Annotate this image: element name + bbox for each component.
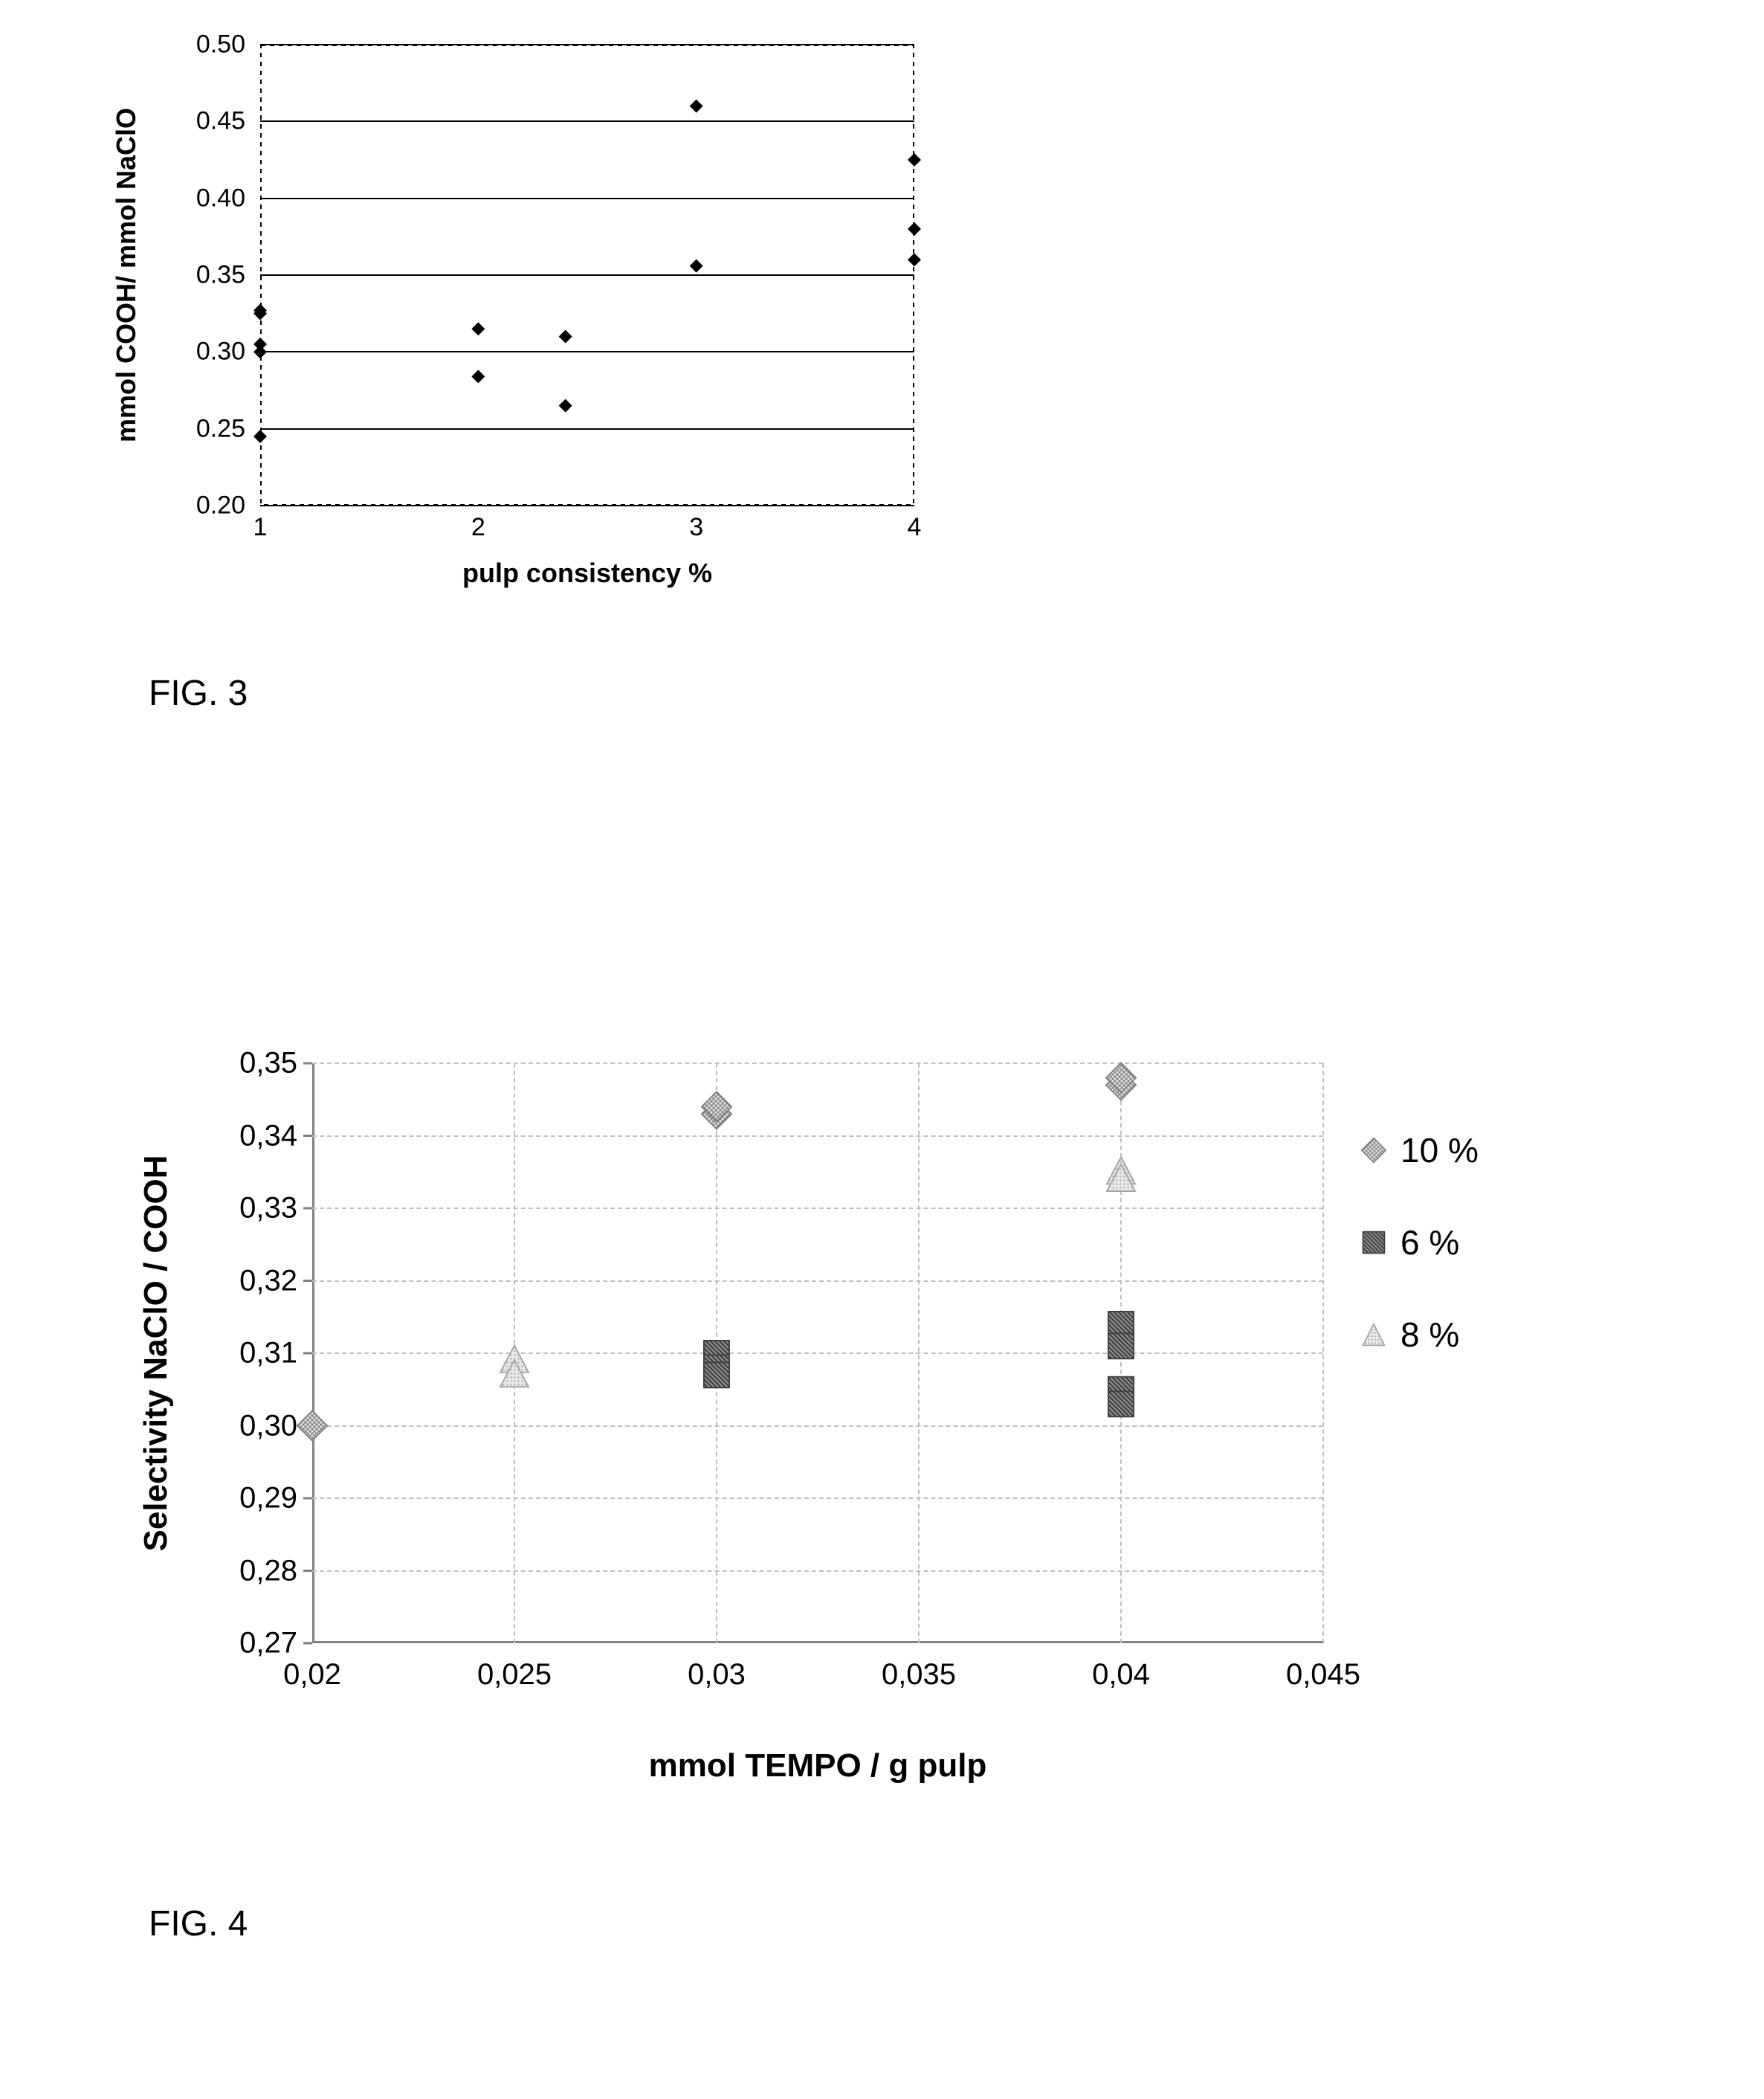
- chart1-point: [471, 370, 485, 383]
- legend-item-8pct: 8 %: [1360, 1315, 1479, 1355]
- chart2-xtick: 0,035: [882, 1658, 956, 1692]
- chart1-point: [559, 399, 572, 413]
- chart1-ytick: 0.50: [164, 30, 245, 59]
- legend-swatch-triangle: [1360, 1321, 1387, 1348]
- chart1-point: [908, 253, 921, 266]
- chart1-point: [559, 330, 572, 344]
- page: mmol COOH/ mmol NaClO 0.20 0.25 0.30 0.35 0.…: [0, 0, 1764, 2099]
- chart1-ytick: 0.45: [164, 107, 245, 136]
- chart2-ytick: 0,35: [208, 1047, 297, 1080]
- chart2-point-square: [1108, 1391, 1134, 1416]
- chart1-point: [471, 322, 485, 335]
- chart2-ytick: 0,28: [208, 1554, 297, 1587]
- chart2-xtick: 0,02: [283, 1658, 341, 1692]
- fig3-label: FIG. 3: [149, 673, 248, 714]
- legend-swatch-square: [1360, 1229, 1387, 1256]
- chart2-ylabel: Selectivity NaClO / COOH: [138, 1155, 175, 1551]
- chart2-legend: 10 % 6 %: [1360, 1130, 1479, 1407]
- chart2-ytick: 0,33: [208, 1192, 297, 1225]
- chart1-xtick: 1: [253, 513, 268, 542]
- chart1-ytick: 0.30: [164, 338, 245, 367]
- chart1-points: [260, 45, 914, 506]
- chart2-points: [312, 1063, 1323, 1643]
- chart2-point-square: [1108, 1333, 1134, 1358]
- chart-fig3: mmol COOH/ mmol NaClO 0.200.250.300.350.…: [164, 45, 981, 639]
- chart2-ytick: 0,32: [208, 1264, 297, 1297]
- chart2-xlabel: mmol TEMPO / g pulp: [649, 1747, 987, 1784]
- chart2-xtick: 0,025: [477, 1658, 552, 1692]
- chart1-xlabel: pulp consistency %: [462, 558, 712, 589]
- chart1-xtick: 4: [908, 513, 922, 542]
- chart2-xtick: 0,04: [1092, 1658, 1150, 1692]
- chart1-plot-area: [260, 45, 914, 506]
- legend-label: 6 %: [1400, 1222, 1459, 1263]
- chart2-plot-area: [312, 1063, 1323, 1643]
- chart1-point: [690, 259, 703, 273]
- chart1-point: [908, 222, 921, 236]
- chart1-yticks: 0.200.250.300.350.400.450.50: [164, 45, 260, 506]
- chart1-xtick: 3: [689, 513, 703, 542]
- chart1-point: [908, 153, 921, 167]
- chart1-ylabel: mmol COOH/ mmol NaClO: [111, 108, 142, 442]
- legend-swatch-diamond: [1360, 1137, 1387, 1164]
- legend-item-6pct: 6 %: [1360, 1222, 1479, 1263]
- chart1-ytick: 0.20: [164, 491, 245, 520]
- chart2-ytick: 0,29: [208, 1482, 297, 1515]
- chart1-ytick: 0.25: [164, 414, 245, 443]
- chart1-ytick: 0.40: [164, 184, 245, 213]
- chart1-ytick: 0.35: [164, 261, 245, 290]
- legend-label: 10 %: [1400, 1130, 1479, 1170]
- chart1-xtick: 2: [471, 513, 485, 542]
- chart2-ytick: 0,34: [208, 1119, 297, 1152]
- chart-fig4: Selectivity NaClO / COOH: [186, 1063, 1635, 1851]
- chart2-ytick: 0,27: [208, 1627, 297, 1660]
- legend-item-10pct: 10 %: [1360, 1130, 1479, 1170]
- chart2-point-square: [704, 1362, 729, 1387]
- chart1-point: [690, 100, 703, 113]
- chart2-xtick: 0,03: [688, 1658, 746, 1692]
- chart2-yticks: 0,270,280,290,300,310,320,330,340,35: [208, 1063, 305, 1643]
- fig4-label: FIG. 4: [149, 1903, 248, 1944]
- chart2-xticks: 0,020,0250,030,0350,040,045: [312, 1658, 1323, 1703]
- chart1-xticks: 1234: [260, 513, 914, 550]
- legend-label: 8 %: [1400, 1315, 1459, 1355]
- chart2-xtick: 0,045: [1286, 1658, 1360, 1692]
- chart2-ytick: 0,30: [208, 1409, 297, 1442]
- chart2-ytick: 0,31: [208, 1337, 297, 1370]
